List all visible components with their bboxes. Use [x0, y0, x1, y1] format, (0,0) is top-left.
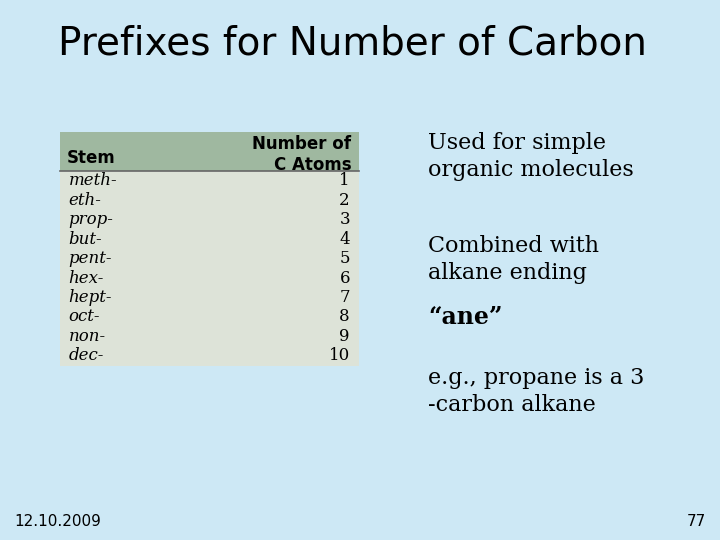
Text: hept-: hept- — [68, 289, 112, 306]
Text: 3: 3 — [339, 211, 350, 228]
Text: dec-: dec- — [68, 347, 104, 365]
Text: Used for simple
organic molecules: Used for simple organic molecules — [428, 132, 634, 181]
Text: non-: non- — [68, 328, 106, 345]
Text: 9: 9 — [339, 328, 350, 345]
Text: prop-: prop- — [68, 211, 113, 228]
Text: Stem: Stem — [67, 149, 116, 167]
Text: Number of
C Atoms: Number of C Atoms — [253, 135, 351, 174]
Text: oct-: oct- — [68, 308, 100, 326]
Text: eth-: eth- — [68, 192, 102, 209]
Text: 6: 6 — [339, 269, 350, 287]
Text: pent-: pent- — [68, 250, 112, 267]
Text: meth-: meth- — [68, 172, 117, 190]
Text: but-: but- — [68, 231, 102, 248]
Text: “ane”: “ane” — [428, 305, 503, 329]
Text: e.g., propane is a 3
-carbon alkane: e.g., propane is a 3 -carbon alkane — [428, 367, 645, 416]
Text: 5: 5 — [339, 250, 350, 267]
Text: Combined with
alkane ending: Combined with alkane ending — [428, 235, 599, 284]
Text: 8: 8 — [339, 308, 350, 326]
FancyBboxPatch shape — [60, 171, 359, 366]
FancyBboxPatch shape — [60, 132, 359, 171]
Text: 77: 77 — [686, 514, 706, 529]
Text: hex-: hex- — [68, 269, 104, 287]
Text: 12.10.2009: 12.10.2009 — [14, 514, 102, 529]
Text: Prefixes for Number of Carbon: Prefixes for Number of Carbon — [58, 24, 647, 62]
Text: 1: 1 — [339, 172, 350, 190]
Text: 10: 10 — [328, 347, 350, 365]
Text: 7: 7 — [339, 289, 350, 306]
Text: 4: 4 — [339, 231, 350, 248]
Text: 2: 2 — [339, 192, 350, 209]
